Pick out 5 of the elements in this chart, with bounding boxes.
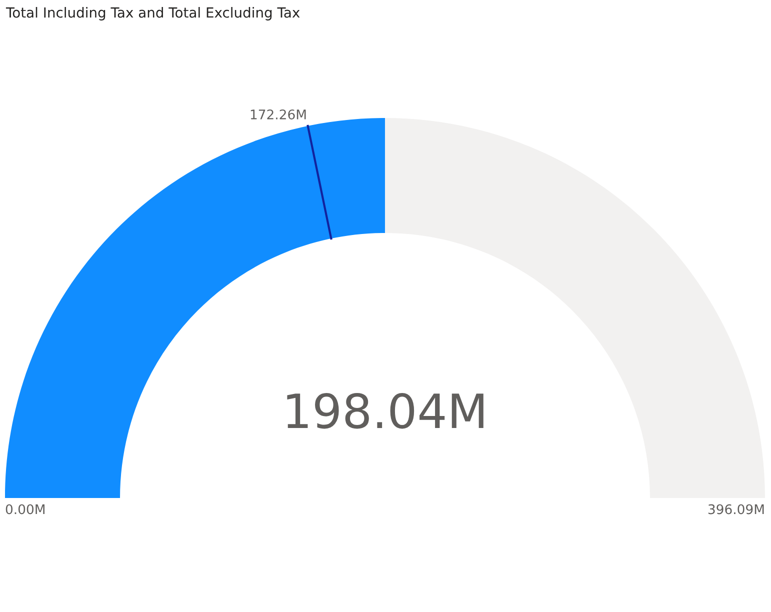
data-label: 198.04M (287, 392, 484, 429)
data-label: 172.26M (250, 109, 306, 120)
text: Total Including Tax and Total Excluding Tax (6, 7, 300, 20)
data-label: 396.09M (708, 504, 764, 514)
data-label: 0.00M (6, 504, 44, 514)
